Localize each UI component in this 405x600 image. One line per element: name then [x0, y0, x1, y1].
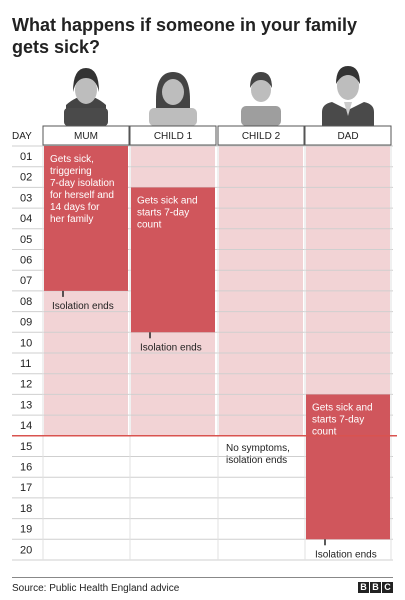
avatar-face — [75, 76, 97, 104]
day-label-04: 04 — [20, 213, 32, 225]
logo-letter: B — [358, 582, 369, 593]
day-label-08: 08 — [20, 296, 32, 308]
end-label-1: Isolation ends — [52, 301, 114, 312]
bbc-logo: B B C — [358, 582, 393, 593]
source-note: Source: Public Health England advice — [12, 583, 180, 594]
day-label-19: 19 — [20, 524, 32, 536]
day-label-03: 03 — [20, 192, 32, 204]
woman-avatar-icon — [64, 68, 108, 126]
sick-note-4: Gets sick and — [312, 402, 373, 413]
sick-note-4: count — [312, 426, 337, 437]
sick-bar-2 — [131, 187, 215, 333]
sick-note-2: starts 7-day — [137, 207, 189, 218]
day-label-15: 15 — [20, 441, 32, 453]
column-header-1: MUM — [74, 131, 98, 142]
end-label-3: isolation ends — [226, 455, 287, 466]
column-header-box — [129, 125, 217, 146]
boy-avatar-icon — [241, 72, 281, 126]
avatar-body — [241, 106, 281, 126]
sick-note-1: for herself and — [50, 190, 114, 201]
column-header-2: CHILD 1 — [154, 131, 193, 142]
day-label-16: 16 — [20, 462, 32, 474]
man-avatar-icon — [322, 66, 374, 126]
column-header-box — [42, 125, 130, 146]
end-label-2: Isolation ends — [140, 342, 202, 353]
day-label-18: 18 — [20, 503, 32, 515]
sick-note-1: Gets sick, — [50, 154, 94, 165]
day-label-07: 07 — [20, 275, 32, 287]
footer-divider — [12, 577, 393, 578]
logo-letter: C — [382, 582, 393, 593]
chart-title: What happens if someone in your family g… — [12, 15, 358, 57]
sick-note-4: starts 7-day — [312, 414, 364, 425]
day-header: DAY — [12, 131, 32, 142]
day-label-10: 10 — [20, 337, 32, 349]
day-label-02: 02 — [20, 172, 32, 184]
column-header-3: CHILD 2 — [242, 131, 281, 142]
day-label-17: 17 — [20, 482, 32, 494]
sick-bar-1 — [44, 146, 128, 291]
avatar-hair — [250, 72, 272, 88]
avatar-collar — [344, 102, 352, 116]
sick-note-1: her family — [50, 214, 93, 225]
day-label-13: 13 — [20, 399, 32, 411]
avatar-face — [162, 79, 184, 105]
girl-avatar-icon — [149, 72, 197, 126]
column-header-box — [304, 125, 392, 146]
logo-letter: B — [370, 582, 381, 593]
day-label-20: 20 — [20, 544, 32, 556]
sick-bar-4 — [306, 394, 390, 540]
sick-note-1: 7-day isolation — [50, 178, 114, 189]
end-label-3: No symptoms, — [226, 443, 290, 454]
day-label-06: 06 — [20, 255, 32, 267]
sick-note-1: triggering — [50, 166, 92, 177]
avatar-face — [337, 72, 359, 100]
column-header-4: DAD — [337, 131, 358, 142]
avatar-body — [149, 108, 197, 126]
avatar-hair — [336, 66, 360, 84]
avatar-hair — [73, 68, 99, 92]
avatar-body — [64, 108, 108, 126]
day-label-12: 12 — [20, 379, 32, 391]
sick-note-2: count — [137, 219, 162, 230]
day-label-05: 05 — [20, 234, 32, 246]
day-label-01: 01 — [20, 151, 32, 163]
end-label-4: Isolation ends — [315, 549, 377, 560]
sick-note-1: 14 days for — [50, 202, 100, 213]
day-label-14: 14 — [20, 420, 32, 432]
column-header-box — [217, 125, 305, 146]
day-label-09: 09 — [20, 317, 32, 329]
day-label-11: 11 — [20, 358, 31, 370]
sick-note-2: Gets sick and — [137, 195, 198, 206]
avatar-face — [251, 78, 271, 102]
